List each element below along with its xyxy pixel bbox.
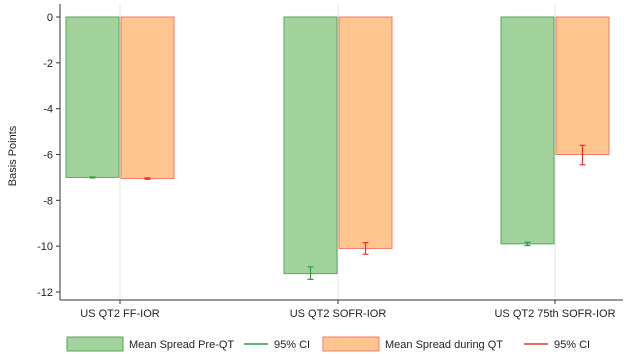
error-bar (579, 144, 586, 166)
error-bar (307, 266, 314, 280)
legend-label: Mean Spread Pre-QT (129, 339, 234, 351)
bar (283, 16, 338, 275)
x-tick-label: US QT2 FF-IOR (80, 308, 160, 320)
legend-swatch (322, 336, 380, 352)
bar (338, 16, 393, 249)
confidence-intervals (89, 144, 586, 280)
y-tick-label: -10 (37, 241, 53, 253)
bar (500, 16, 555, 245)
y-tick-label: -8 (43, 195, 53, 207)
grid-lines (119, 4, 556, 300)
x-tick-label: US QT2 75th SOFR-IOR (494, 308, 615, 320)
legend-swatch (66, 336, 124, 352)
bar (120, 16, 175, 180)
y-tick-label: -12 (37, 287, 53, 299)
legend-label: 95% CI (274, 339, 310, 351)
x-tick-label: US QT2 SOFR-IOR (290, 308, 387, 320)
legend: Mean Spread Pre-QT 95% CI Mean Spread duri… (66, 336, 590, 352)
y-axis-title: Basis Points (7, 125, 19, 186)
error-bar (362, 242, 369, 255)
error-bar (144, 177, 151, 180)
y-axis: 0 -2 -4 -6 -8 -10 -12 (37, 4, 61, 300)
error-bar (524, 241, 531, 247)
y-tick-label: -2 (43, 58, 53, 70)
y-tick-label: 0 (47, 12, 53, 24)
bar (555, 16, 610, 155)
x-axis: US QT2 FF-IOR US QT2 SOFR-IOR US QT2 75th … (60, 299, 623, 320)
y-tick-label: -6 (43, 150, 53, 162)
legend-label: Mean Spread during QT (385, 339, 503, 351)
bar (65, 16, 120, 178)
error-bar (89, 176, 96, 179)
y-tick-label: -4 (43, 104, 53, 116)
bars (65, 16, 610, 275)
legend-label: 95% CI (554, 339, 590, 351)
